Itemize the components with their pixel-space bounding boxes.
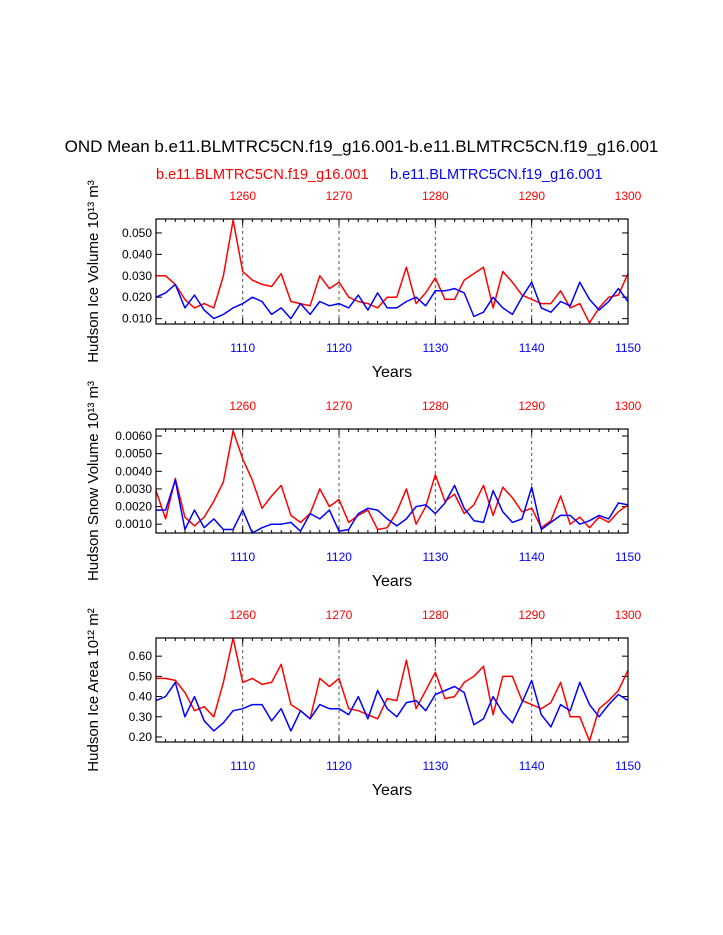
x-tick-label-top: 1290 <box>518 399 545 413</box>
x-tick-label-top: 1280 <box>422 189 449 203</box>
y-tick-label: 0.0040 <box>115 464 152 478</box>
legend-label-red: b.e11.BLMTRC5CN.f19_g16.001 <box>156 167 369 183</box>
x-tick-label-top: 1260 <box>229 608 256 622</box>
x-tick-label-bottom: 1150 <box>615 550 641 564</box>
x-tick-label-top: 1270 <box>326 189 353 203</box>
y-tick-label: 0.60 <box>129 649 153 663</box>
x-tick-label-top: 1270 <box>326 399 353 413</box>
x-tick-label-bottom: 1120 <box>326 341 352 355</box>
x-tick-label-bottom: 1140 <box>519 759 545 773</box>
y-tick-label: 0.030 <box>122 269 152 283</box>
plot-frame <box>155 428 629 534</box>
x-tick-label-bottom: 1110 <box>230 759 255 773</box>
x-tick-label-top: 1290 <box>518 608 545 622</box>
x-tick-label-top: 1280 <box>422 399 449 413</box>
y-axis-label: Hudson Ice Area 10¹² m² <box>85 608 102 771</box>
x-tick-label-bottom: 1130 <box>422 759 448 773</box>
series-line-red <box>156 219 629 324</box>
x-tick-label-bottom: 1140 <box>519 341 545 355</box>
legend-label-blue: b.e11.BLMTRC5CN.f19_g16.001 <box>390 167 603 183</box>
x-tick-label-top: 1260 <box>229 399 256 413</box>
x-axis-label: Years <box>372 364 412 381</box>
series-line-blue <box>155 679 629 732</box>
x-tick-label-bottom: 1120 <box>326 759 352 773</box>
x-axis-label: Years <box>372 573 412 590</box>
y-tick-label: 0.0020 <box>115 500 152 514</box>
series-line-red <box>155 430 629 531</box>
plot-frame <box>155 637 629 743</box>
x-tick-label-bottom: 1130 <box>422 550 448 564</box>
y-tick-label: 0.010 <box>122 312 152 326</box>
x-tick-label-bottom: 1150 <box>615 759 641 773</box>
y-tick-label: 0.0060 <box>115 429 152 443</box>
x-tick-label-top: 1300 <box>615 399 642 413</box>
x-tick-label-top: 1280 <box>422 608 449 622</box>
x-tick-label-bottom: 1120 <box>326 550 352 564</box>
y-axis-label: Hudson Snow Volume 10¹³ m³ <box>85 381 102 581</box>
series-line-blue <box>155 281 629 320</box>
y-tick-label: 0.20 <box>129 730 153 744</box>
x-tick-label-bottom: 1140 <box>519 550 545 564</box>
x-tick-label-bottom: 1110 <box>230 550 255 564</box>
y-tick-label: 0.0030 <box>115 482 152 496</box>
y-tick-label: 0.0010 <box>115 517 152 531</box>
x-tick-label-bottom: 1110 <box>230 341 255 355</box>
x-tick-label-top: 1270 <box>326 608 353 622</box>
y-tick-label: 0.020 <box>122 290 152 304</box>
y-axis-label: Hudson Ice Volume 10¹³ m³ <box>85 180 102 363</box>
x-axis-label: Years <box>372 782 412 799</box>
x-tick-label-top: 1290 <box>518 189 545 203</box>
plot-frame <box>155 218 629 325</box>
x-tick-label-top: 1260 <box>229 189 256 203</box>
x-tick-label-bottom: 1130 <box>422 341 448 355</box>
y-tick-label: 0.40 <box>129 690 153 704</box>
y-tick-label: 0.30 <box>129 710 153 724</box>
x-tick-label-top: 1300 <box>615 189 642 203</box>
y-tick-label: 0.0050 <box>115 447 152 461</box>
series-line-blue <box>156 479 629 534</box>
chart-title: OND Mean b.e11.BLMTRC5CN.f19_g16.001-b.e… <box>64 137 659 156</box>
y-tick-label: 0.50 <box>129 669 153 683</box>
y-tick-label: 0.040 <box>122 247 152 261</box>
x-tick-label-top: 1300 <box>615 608 642 622</box>
series-line-red <box>156 637 629 742</box>
y-tick-label: 0.050 <box>122 226 152 240</box>
x-tick-label-bottom: 1150 <box>615 341 641 355</box>
